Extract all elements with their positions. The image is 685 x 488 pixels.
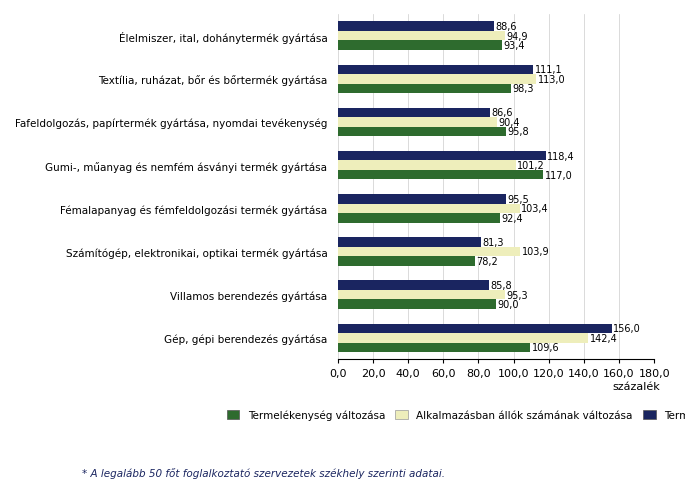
Legend: Termelékenység változása, Alkalmazásban állók számának változása, Termelés volum: Termelékenység változása, Alkalmazásban … <box>227 410 685 420</box>
Bar <box>338 108 490 118</box>
Bar <box>338 238 481 247</box>
Bar <box>338 300 496 309</box>
Bar <box>338 127 506 137</box>
Bar <box>338 290 506 300</box>
Text: 85,8: 85,8 <box>490 281 512 290</box>
Bar <box>338 214 500 223</box>
Bar <box>338 118 497 127</box>
Text: 111,1: 111,1 <box>534 65 562 75</box>
Text: * A legalább 50 főt foglalkoztató szervezetek székhely szerinti adatai.: * A legalább 50 főt foglalkoztató szerve… <box>82 468 445 478</box>
Bar <box>338 22 493 32</box>
Bar <box>338 41 502 51</box>
Text: 90,4: 90,4 <box>498 118 520 128</box>
Bar <box>338 32 505 41</box>
Bar <box>338 195 506 204</box>
Bar <box>338 84 510 94</box>
Bar <box>338 204 519 214</box>
Bar <box>338 257 475 266</box>
Text: 92,4: 92,4 <box>501 213 523 224</box>
Text: 101,2: 101,2 <box>517 161 545 171</box>
Text: 109,6: 109,6 <box>532 343 560 353</box>
Text: 118,4: 118,4 <box>547 151 575 162</box>
Text: 93,4: 93,4 <box>503 41 525 51</box>
Text: 78,2: 78,2 <box>477 257 499 266</box>
Bar <box>338 333 588 343</box>
Bar <box>338 65 533 75</box>
Text: 113,0: 113,0 <box>538 75 565 84</box>
Text: 95,8: 95,8 <box>508 127 530 137</box>
Text: 95,5: 95,5 <box>507 194 529 204</box>
Text: 94,9: 94,9 <box>506 32 527 41</box>
Text: 142,4: 142,4 <box>590 333 617 343</box>
Bar <box>338 324 612 333</box>
Bar <box>338 247 521 257</box>
Bar <box>338 75 536 84</box>
Text: 86,6: 86,6 <box>491 108 513 118</box>
Text: 81,3: 81,3 <box>482 238 503 247</box>
X-axis label: százalék: százalék <box>613 382 660 391</box>
Bar <box>338 281 488 290</box>
Bar <box>338 170 543 180</box>
Text: 98,3: 98,3 <box>512 84 534 94</box>
Text: 95,3: 95,3 <box>507 290 528 300</box>
Bar <box>338 152 546 161</box>
Text: 117,0: 117,0 <box>545 170 573 180</box>
Text: 90,0: 90,0 <box>497 300 519 309</box>
Bar <box>338 343 530 352</box>
Text: 103,4: 103,4 <box>521 204 549 214</box>
Text: 88,6: 88,6 <box>495 22 516 32</box>
Bar <box>338 161 516 170</box>
Text: 103,9: 103,9 <box>522 247 549 257</box>
Text: 156,0: 156,0 <box>613 324 641 334</box>
